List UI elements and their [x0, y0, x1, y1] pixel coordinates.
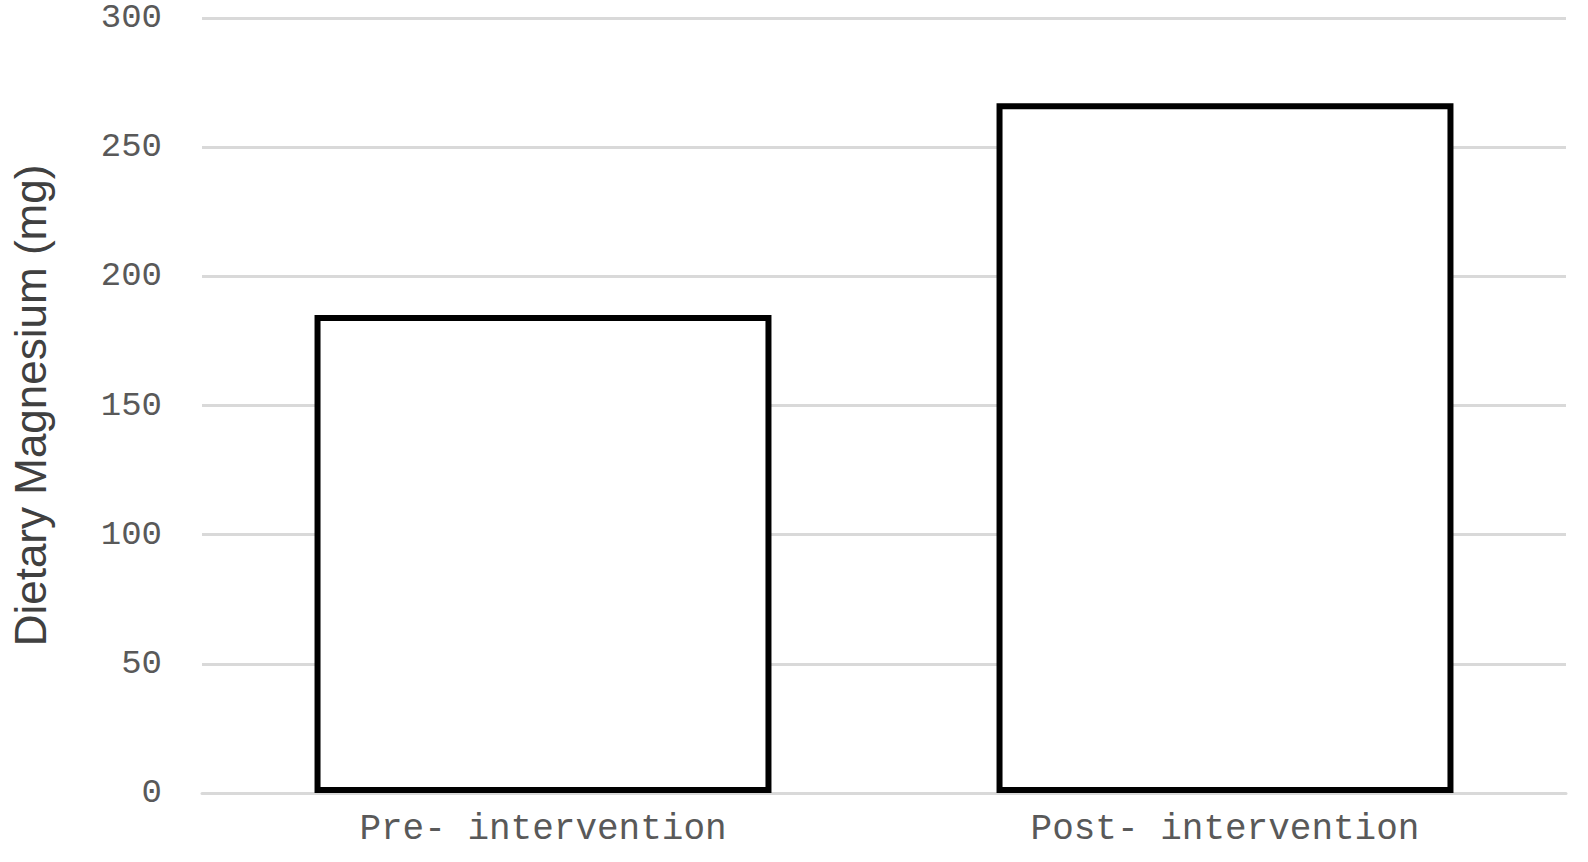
svg-text:Dietary Magnesium (mg): Dietary Magnesium (mg)	[6, 165, 55, 647]
svg-text:150: 150	[101, 387, 162, 425]
svg-text:250: 250	[101, 128, 162, 166]
svg-text:200: 200	[101, 257, 162, 295]
svg-text:Post- intervention: Post- intervention	[1031, 809, 1420, 850]
svg-text:0: 0	[142, 774, 162, 812]
svg-text:Pre- intervention: Pre- intervention	[359, 809, 726, 850]
svg-text:300: 300	[101, 0, 162, 37]
svg-text:100: 100	[101, 516, 162, 554]
svg-text:50: 50	[121, 645, 162, 683]
